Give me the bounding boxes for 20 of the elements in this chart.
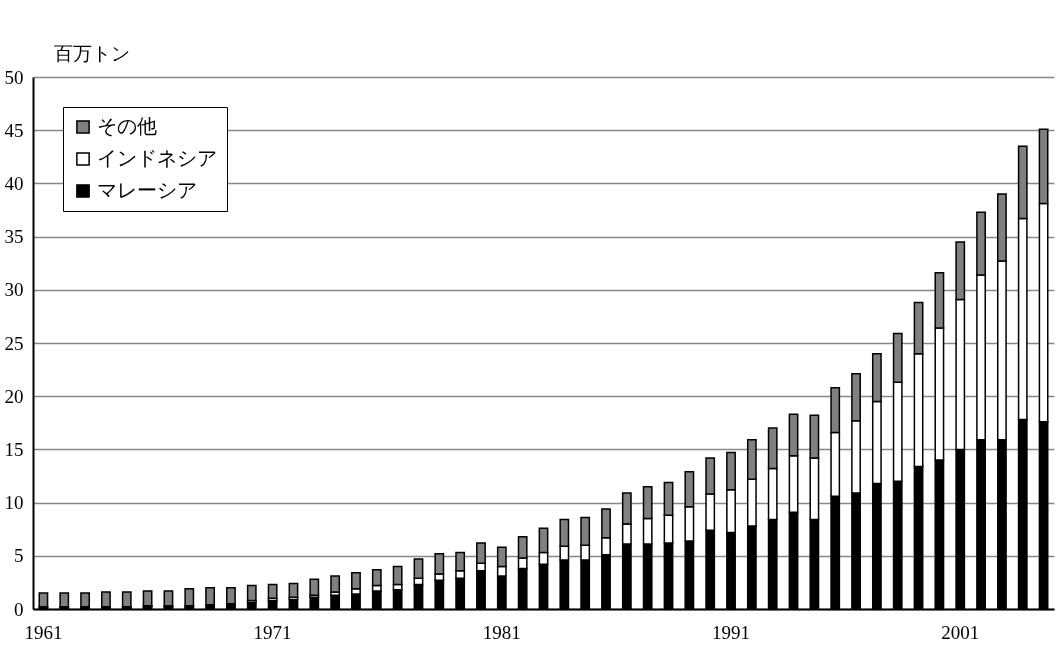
y-tick-label: 45: [4, 119, 24, 141]
y-tick-label: 30: [4, 279, 24, 301]
legend-label: その他: [97, 115, 157, 137]
y-tick-label: 10: [4, 492, 24, 514]
y-tick-label: 0: [14, 598, 24, 620]
y-tick-label: 15: [4, 438, 24, 460]
y-tick-label: 50: [4, 66, 24, 88]
y-axis-title: 百万トン: [53, 42, 130, 64]
y-tick-label: 40: [4, 172, 24, 194]
y-tick-label: 35: [4, 226, 24, 248]
x-tick-label: 1961: [24, 621, 63, 643]
x-tick-label: 1991: [712, 621, 751, 643]
y-tick-label: 20: [4, 385, 24, 407]
y-tick-label: 5: [14, 545, 24, 567]
y-tick-label: 25: [4, 332, 24, 354]
x-tick-label: 2001: [941, 621, 980, 643]
x-tick-label: 1971: [253, 621, 292, 643]
legend-label: インドネシア: [97, 147, 217, 169]
x-tick-label: 1981: [482, 621, 521, 643]
legend-label: マレーシア: [97, 179, 197, 201]
